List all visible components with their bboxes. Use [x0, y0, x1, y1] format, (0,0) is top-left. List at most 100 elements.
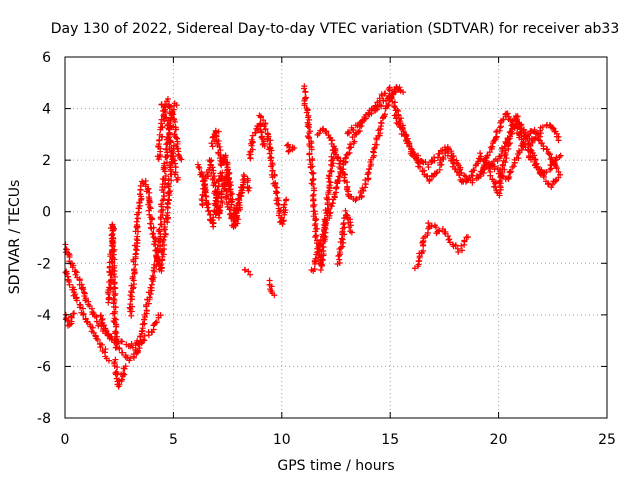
data-point — [331, 191, 338, 198]
data-point — [216, 155, 223, 162]
series-s21 — [314, 84, 407, 204]
data-point — [338, 235, 345, 242]
series-s4 — [97, 312, 164, 364]
data-point — [327, 167, 334, 174]
data-point — [400, 89, 407, 96]
data-point — [306, 150, 313, 157]
series-s13 — [208, 127, 234, 188]
data-point — [525, 147, 532, 154]
data-point — [345, 193, 352, 200]
data-point — [93, 335, 100, 342]
data-point — [312, 228, 319, 235]
data-point — [209, 143, 216, 150]
data-point — [165, 189, 172, 196]
data-point — [73, 297, 80, 304]
series-s18 — [284, 141, 298, 155]
x-tick-label: 10 — [273, 432, 291, 448]
data-point — [129, 273, 136, 280]
data-point — [108, 232, 115, 239]
data-point — [217, 202, 224, 209]
data-point — [353, 195, 360, 202]
series-s26 — [476, 110, 564, 191]
data-point — [114, 364, 121, 371]
data-point — [389, 91, 396, 98]
data-point — [158, 101, 165, 108]
data-point — [308, 180, 315, 187]
data-point — [76, 304, 83, 311]
data-point — [269, 160, 276, 167]
data-point — [196, 165, 203, 172]
data-point — [215, 150, 222, 157]
data-point — [149, 272, 156, 279]
data-point — [168, 112, 175, 119]
data-point — [312, 234, 319, 241]
data-point — [462, 173, 469, 180]
data-point — [164, 122, 171, 129]
data-point — [538, 140, 545, 147]
data-point — [94, 336, 101, 343]
data-point — [328, 153, 335, 160]
data-point — [477, 150, 484, 157]
data-point — [106, 284, 113, 291]
data-point — [433, 224, 440, 231]
data-point — [89, 324, 96, 331]
series-s15 — [256, 112, 290, 228]
x-tick-label: 20 — [490, 432, 508, 448]
data-point — [153, 254, 160, 261]
data-point — [161, 160, 168, 167]
data-point — [543, 168, 550, 175]
series-s25 — [391, 111, 562, 186]
data-point — [553, 133, 560, 140]
data-point — [439, 148, 446, 155]
y-tick-label: 2 — [42, 153, 51, 169]
data-point — [200, 185, 207, 192]
data-point — [370, 148, 377, 155]
data-point — [110, 227, 117, 234]
data-point — [371, 145, 378, 152]
data-point — [333, 155, 340, 162]
data-point — [360, 187, 367, 194]
data-point — [69, 264, 76, 271]
data-point — [544, 146, 551, 153]
data-point — [149, 231, 156, 238]
data-point — [337, 157, 344, 164]
data-point — [316, 260, 323, 267]
data-point — [555, 137, 562, 144]
data-point — [537, 127, 544, 134]
x-tick-label: 0 — [61, 432, 70, 448]
series-s17 — [241, 266, 254, 278]
data-point — [304, 106, 311, 113]
data-point — [507, 168, 514, 175]
data-point — [455, 249, 462, 256]
data-point — [143, 301, 150, 308]
data-point — [458, 242, 465, 249]
data-point — [146, 204, 153, 211]
data-point — [145, 300, 152, 307]
data-point — [340, 158, 347, 165]
data-point — [166, 134, 173, 141]
data-point — [322, 229, 329, 236]
data-point — [111, 268, 118, 275]
data-point — [440, 154, 447, 161]
data-point — [109, 259, 116, 266]
data-point — [66, 281, 73, 288]
data-point — [143, 188, 150, 195]
data-point — [435, 150, 442, 157]
series-s12 — [198, 157, 253, 227]
data-point — [107, 272, 114, 279]
data-point — [523, 133, 530, 140]
data-point — [120, 370, 127, 377]
data-point — [93, 318, 100, 325]
data-point — [527, 156, 534, 163]
data-point — [493, 128, 500, 135]
data-point — [267, 137, 274, 144]
data-point — [167, 103, 174, 110]
data-point — [377, 102, 384, 109]
data-point — [396, 84, 403, 91]
data-point — [172, 126, 179, 133]
data-point — [248, 136, 255, 143]
data-point — [446, 236, 453, 243]
data-point — [514, 116, 521, 123]
data-point — [162, 230, 169, 237]
